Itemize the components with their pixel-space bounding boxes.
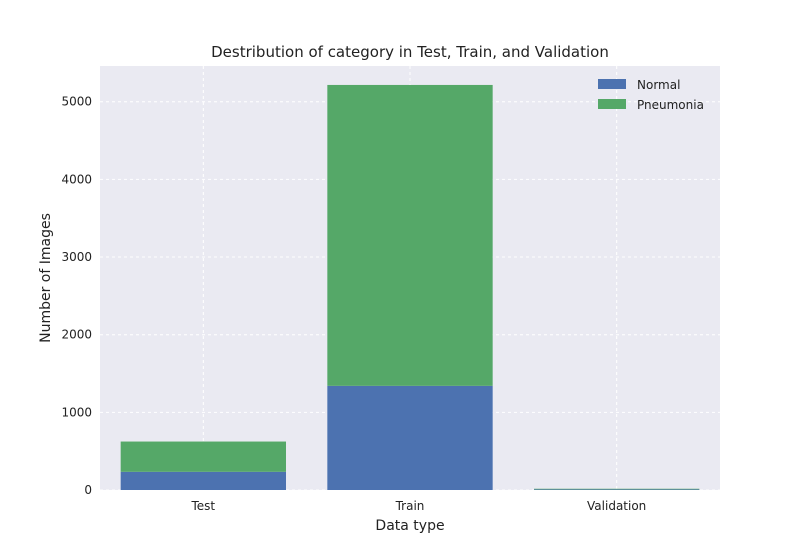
y-tick-label: 4000 <box>61 172 92 186</box>
tick-labels: 0 1000 2000 3000 4000 5000 Test Train Validation <box>61 95 646 513</box>
legend-label-pneumonia: Pneumonia <box>637 98 704 112</box>
bar-pneumonia-train <box>327 84 493 386</box>
y-tick-label: 1000 <box>61 405 92 419</box>
x-axis-label: Data type <box>375 518 444 534</box>
bar-pneumonia-test <box>120 441 287 472</box>
x-tick-label: Train <box>395 499 425 513</box>
chart-title: Destribution of category in Test, Train,… <box>211 43 609 61</box>
x-tick-label: Test <box>191 499 216 513</box>
legend-swatch-normal <box>598 79 626 89</box>
legend: Normal Pneumonia <box>598 78 704 112</box>
x-tick-label: Validation <box>587 499 646 513</box>
y-tick-label: 0 <box>84 483 92 497</box>
bar-pneumonia-validation <box>534 488 700 490</box>
y-tick-label: 2000 <box>61 328 92 342</box>
y-tick-label: 5000 <box>61 95 92 109</box>
bar-normal-train <box>327 385 493 490</box>
legend-label-normal: Normal <box>637 78 680 92</box>
bar-normal-validation <box>534 489 700 490</box>
bar-normal-test <box>120 471 287 490</box>
y-tick-label: 3000 <box>61 250 92 264</box>
legend-swatch-pneumonia <box>598 99 626 109</box>
y-axis-label: Number of Images <box>38 213 54 343</box>
bars <box>120 84 700 490</box>
